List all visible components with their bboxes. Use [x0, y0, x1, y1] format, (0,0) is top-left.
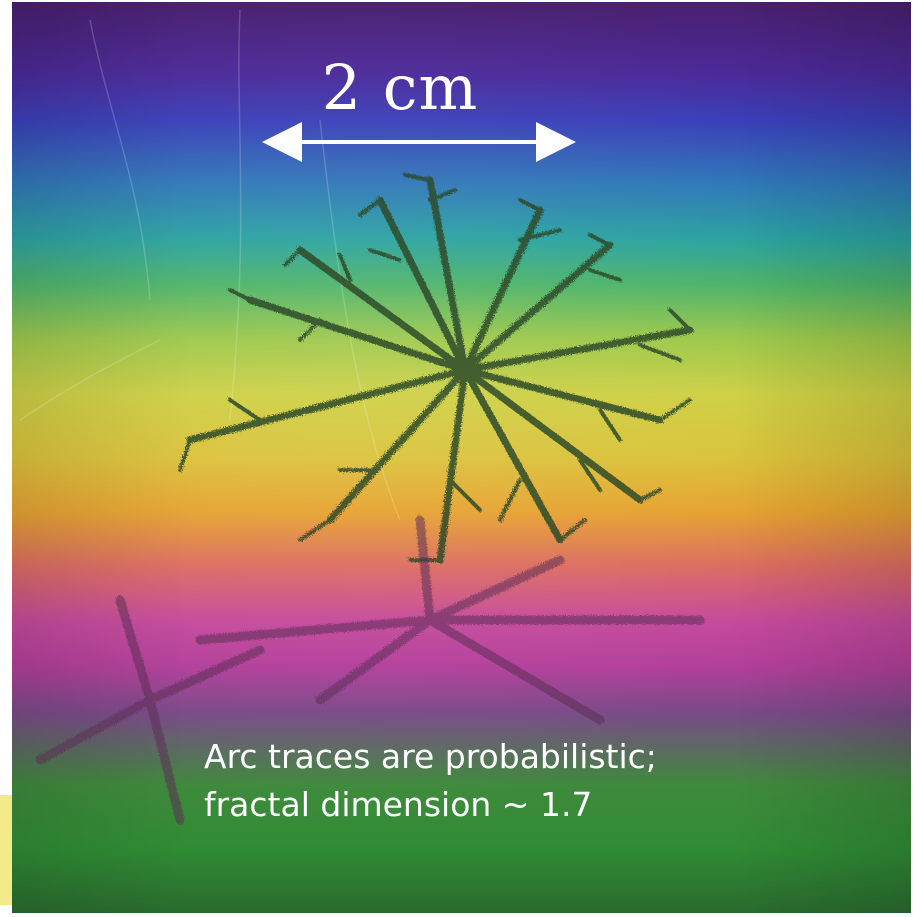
caption-line-1: Arc traces are probabilistic; — [204, 737, 657, 776]
fractal-trace-main — [178, 173, 694, 564]
caption-line-2: fractal dimension ~ 1.7 — [204, 785, 593, 824]
fractal-trace-reflection — [35, 515, 705, 825]
scale-label: 2 cm — [321, 51, 479, 124]
caption-text: Arc traces are probabilistic; fractal di… — [204, 733, 657, 829]
surface-scratches — [19, 9, 401, 521]
